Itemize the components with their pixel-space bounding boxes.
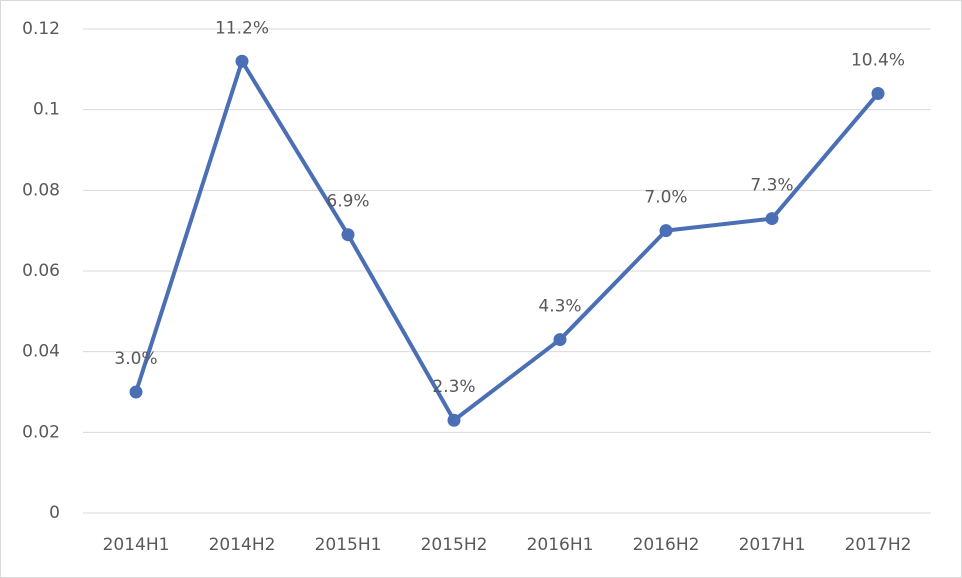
x-tick-label: 2016H2 [633,535,700,555]
x-tick-label: 2014H1 [103,535,170,555]
y-tick-label: 0.12 [22,19,60,39]
data-label: 3.0% [114,349,157,369]
x-tick-label: 2016H1 [527,535,594,555]
y-tick-label: 0.08 [22,180,60,200]
y-tick-label: 0.1 [33,100,60,120]
y-tick-label: 0.02 [22,422,60,442]
data-label: 11.2% [215,18,269,38]
x-tick-label: 2015H1 [315,535,382,555]
point [129,385,143,399]
y-tick-label: 0.06 [22,261,60,281]
x-tick-label: 2017H2 [845,535,912,555]
data-label: 2.3% [432,377,475,397]
point [765,212,779,226]
point [553,333,567,347]
data-label: 4.3% [538,297,581,317]
y-tick-label: 0.04 [22,342,60,362]
point [659,224,673,238]
point [447,413,461,427]
x-tick-label: 2017H1 [739,535,806,555]
point [235,54,249,68]
point [871,87,885,101]
data-label: 7.3% [750,176,793,196]
x-tick-label: 2014H2 [209,535,276,555]
data-label: 6.9% [326,192,369,212]
data-label: 7.0% [644,188,687,208]
y-tick-label: 0 [49,503,60,523]
data-label: 10.4% [851,51,905,71]
line [134,59,880,423]
x-tick-label: 2015H2 [421,535,488,555]
point [341,228,355,242]
